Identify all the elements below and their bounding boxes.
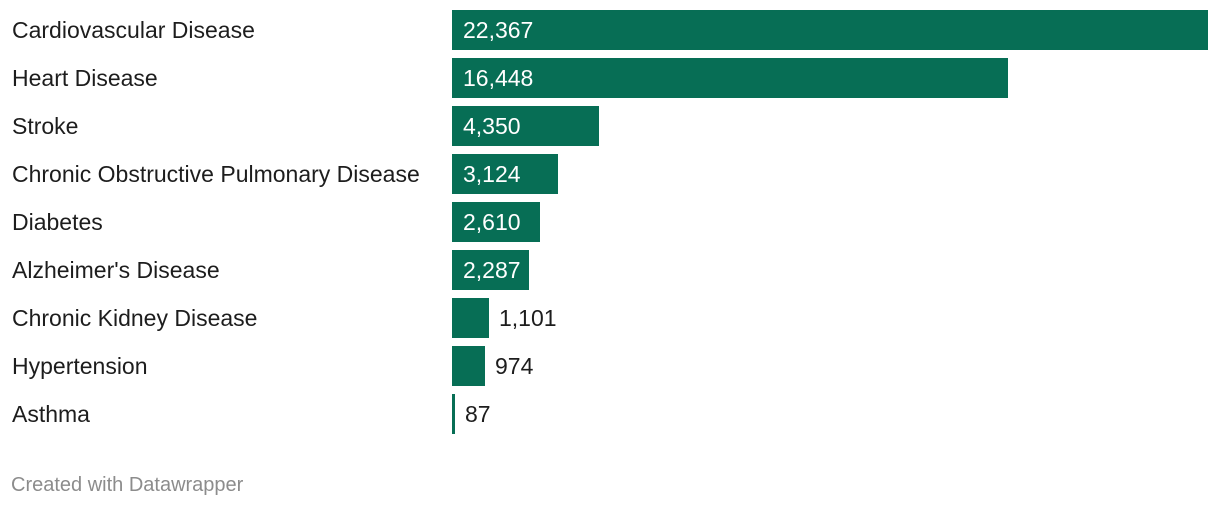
category-label: Alzheimer's Disease — [12, 257, 220, 283]
category-label: Hypertension — [12, 353, 148, 379]
category-label: Cardiovascular Disease — [12, 17, 255, 43]
category-label: Asthma — [12, 401, 90, 427]
value-label: 2,287 — [463, 257, 521, 283]
category-label: Chronic Obstructive Pulmonary Disease — [12, 161, 420, 187]
bar — [452, 154, 558, 194]
value-label: 2,610 — [463, 209, 521, 235]
bar — [452, 10, 1208, 50]
value-label: 3,124 — [463, 161, 521, 187]
bar — [452, 250, 529, 290]
bar — [452, 346, 485, 386]
value-label: 1,101 — [499, 305, 557, 331]
bar-chart: Cardiovascular Disease 22,367 Heart Diseas… — [12, 10, 1208, 434]
value-label: 87 — [465, 401, 491, 427]
value-label: 4,350 — [463, 113, 521, 139]
bar — [452, 106, 599, 146]
category-label: Diabetes — [12, 209, 103, 235]
category-label: Chronic Kidney Disease — [12, 305, 258, 331]
datawrapper-credit: Created with Datawrapper — [11, 474, 244, 496]
value-label: 974 — [495, 353, 534, 379]
bar — [452, 202, 540, 242]
value-label: 22,367 — [463, 17, 534, 43]
bar — [452, 58, 1008, 98]
bar — [452, 298, 489, 338]
category-label: Stroke — [12, 113, 79, 139]
category-label: Heart Disease — [12, 65, 158, 91]
value-label: 16,448 — [463, 65, 534, 91]
bar — [452, 394, 455, 434]
